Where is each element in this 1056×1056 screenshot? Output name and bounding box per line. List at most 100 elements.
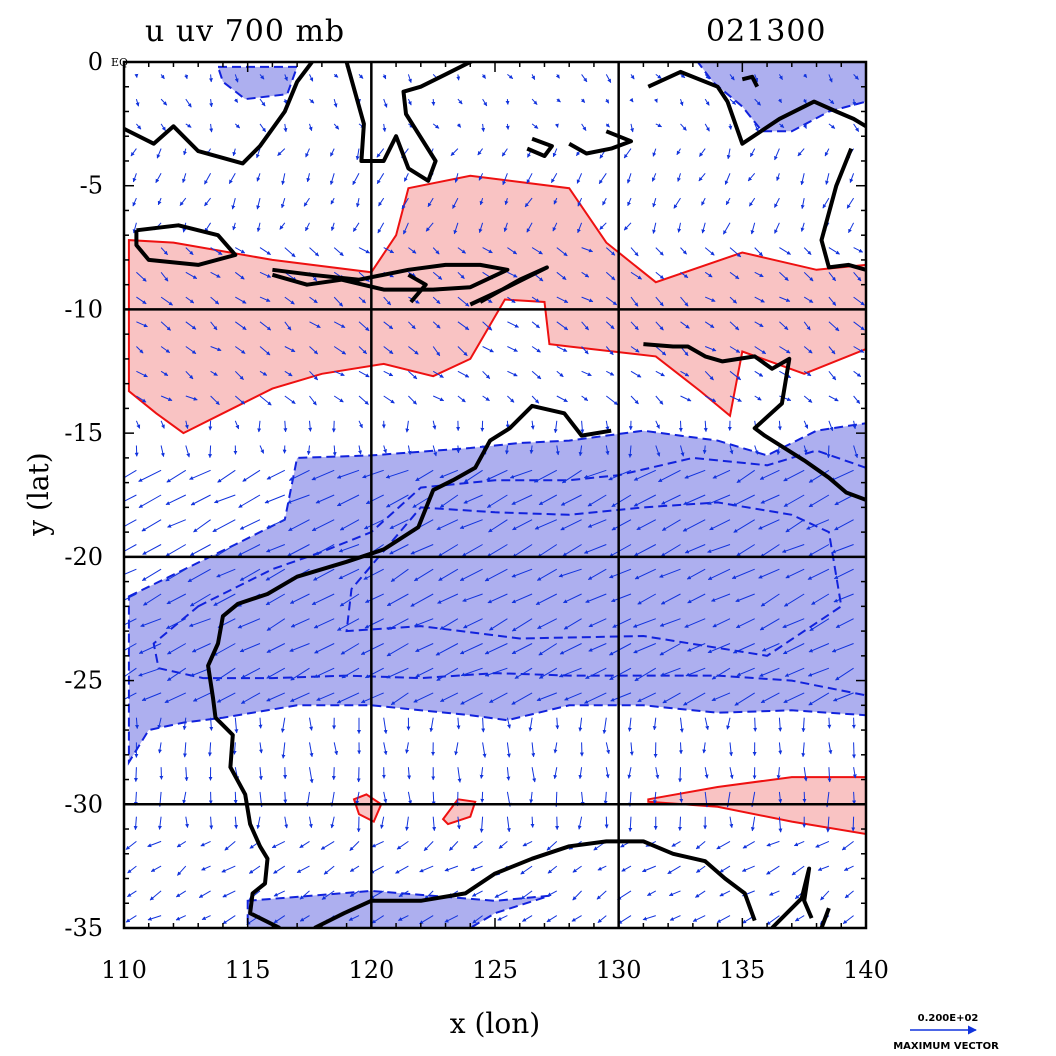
wind-vector	[636, 519, 657, 531]
wind-vector	[750, 222, 756, 235]
wind-vector	[444, 865, 459, 872]
wind-vector	[166, 618, 187, 630]
wind-vector	[358, 321, 370, 332]
wind-vector	[415, 469, 434, 482]
wind-vector	[185, 271, 198, 280]
wind-vector	[482, 346, 494, 353]
wind-vector	[157, 197, 162, 206]
wind-vector	[712, 469, 731, 479]
wind-vector	[851, 742, 856, 759]
wind-vector	[363, 519, 384, 530]
wind-vector	[408, 271, 416, 277]
wind-vector	[754, 247, 763, 257]
wind-vector	[336, 469, 360, 479]
wind-vector	[785, 519, 805, 533]
wind-vector	[729, 98, 736, 105]
wind-vector	[457, 247, 466, 254]
wind-vector	[563, 593, 582, 604]
wind-vector	[803, 370, 812, 377]
wind-vector	[530, 816, 535, 828]
wind-vector	[684, 544, 706, 554]
wind-vector	[778, 791, 783, 804]
wind-vector	[530, 420, 535, 430]
wind-vector	[680, 395, 692, 402]
wind-vector	[259, 271, 272, 278]
wind-vector	[387, 618, 409, 631]
wind-vector	[395, 865, 409, 874]
wind-vector	[754, 74, 759, 83]
wind-vector	[306, 445, 311, 456]
wind-vector	[259, 296, 271, 302]
wind-vector	[538, 494, 558, 506]
wind-vector	[185, 321, 197, 330]
wind-vector	[520, 865, 533, 875]
wind-vector	[164, 692, 187, 704]
wind-vector	[679, 791, 684, 803]
wind-vector	[692, 915, 706, 922]
map-timestamp: 021300	[706, 14, 827, 49]
wind-vector	[831, 544, 854, 554]
wind-vector	[834, 494, 854, 506]
wind-vector	[215, 667, 236, 682]
wind-vector	[337, 618, 360, 631]
wind-vector	[732, 643, 755, 654]
wind-vector	[338, 544, 360, 553]
coastline	[819, 907, 831, 928]
wind-vector	[711, 593, 731, 602]
wind-vector	[457, 296, 470, 307]
wind-vector	[482, 742, 487, 758]
wind-vector	[853, 271, 862, 282]
wind-vector	[479, 767, 484, 779]
wind-vector	[432, 420, 437, 430]
wind-vector	[729, 321, 740, 331]
wind-vector	[552, 222, 558, 232]
wind-vector	[185, 346, 197, 355]
wind-vector	[340, 643, 360, 655]
wind-vector	[233, 98, 239, 103]
wind-vector	[149, 890, 162, 901]
wind-vector	[633, 469, 657, 481]
wind-vector	[259, 123, 267, 133]
gridlines	[124, 62, 866, 928]
wind-vector	[358, 346, 367, 355]
wind-vector	[358, 420, 363, 429]
wind-vector	[305, 148, 310, 158]
wind-vector	[704, 395, 717, 403]
wind-vector	[630, 321, 639, 331]
wind-vector	[413, 692, 434, 703]
wind-vector	[742, 840, 755, 849]
wind-vector	[182, 742, 187, 758]
wind-vector	[531, 98, 538, 105]
wind-vector	[800, 222, 805, 232]
negative-region	[216, 65, 299, 101]
wind-vector	[822, 197, 830, 209]
wind-vector	[828, 395, 839, 402]
wind-vector	[383, 445, 387, 454]
wind-vector	[209, 123, 214, 133]
wind-vector	[754, 370, 764, 377]
wind-vector	[705, 346, 717, 352]
wind-vector	[386, 643, 409, 657]
wind-vector	[160, 123, 166, 132]
wind-vector	[791, 865, 805, 876]
wind-vector	[704, 123, 710, 132]
wind-vector	[547, 890, 558, 897]
wind-vector	[460, 667, 483, 677]
wind-vector	[729, 816, 734, 829]
wind-vector	[136, 296, 147, 305]
wind-vector	[520, 890, 533, 900]
wind-vector	[659, 643, 681, 656]
wind-vector	[735, 593, 755, 603]
wind-vector	[572, 890, 582, 901]
wind-vector	[801, 717, 806, 733]
wind-vector	[729, 395, 742, 402]
wind-vector	[150, 865, 162, 873]
wind-vector	[642, 865, 656, 873]
wind-vector	[585, 593, 607, 603]
wind-vector	[576, 173, 583, 184]
wind-vector	[204, 197, 211, 207]
wind-vector	[309, 74, 314, 82]
negative-region	[696, 62, 866, 133]
wind-vector	[136, 321, 148, 328]
wind-vector	[843, 865, 854, 871]
